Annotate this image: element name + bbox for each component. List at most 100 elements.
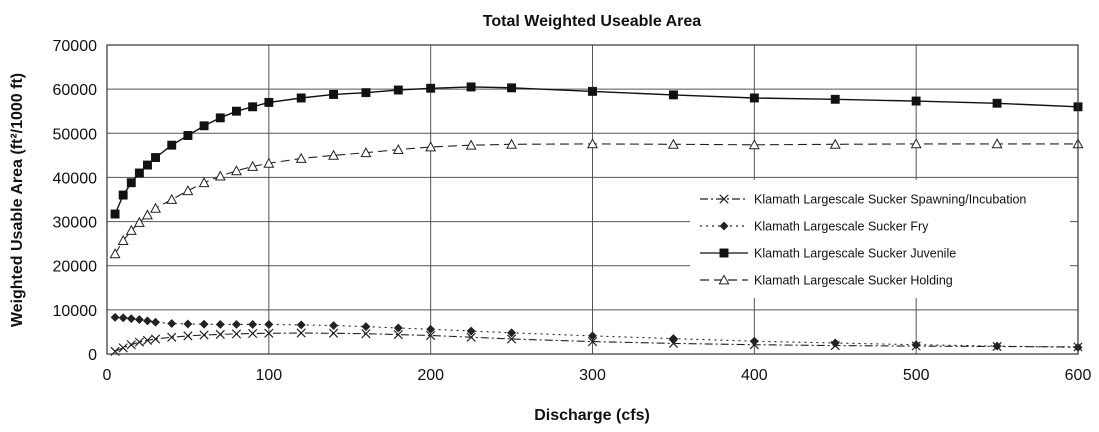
- data-point: [183, 131, 193, 140]
- data-point: [361, 88, 371, 98]
- series-triangle: [109, 138, 1084, 259]
- data-point: [263, 157, 275, 168]
- data-point: [425, 141, 437, 152]
- y-tick-label: 20000: [53, 259, 98, 276]
- legend-box: [690, 180, 1070, 298]
- data-point: [167, 140, 177, 150]
- data-point: [231, 165, 242, 176]
- data-point: [361, 329, 371, 339]
- y-axis-title: Weighted Usable Area (ft²/1000 ft): [9, 73, 26, 327]
- x-tick-label: 500: [903, 367, 930, 384]
- data-point: [248, 102, 258, 112]
- data-point: [910, 138, 922, 149]
- x-tick-label: 300: [579, 367, 606, 384]
- data-point: [465, 139, 477, 150]
- data-point: [911, 340, 921, 350]
- data-point: [150, 317, 161, 327]
- y-tick-label: 60000: [53, 82, 98, 99]
- data-point: [749, 93, 759, 103]
- y-tick-label: 40000: [53, 170, 98, 187]
- data-point: [992, 98, 1002, 108]
- data-point: [668, 90, 678, 100]
- legend-item: Klamath Largescale Sucker Fry: [700, 220, 929, 234]
- data-point: [215, 113, 225, 123]
- data-point: [151, 153, 161, 163]
- data-point: [295, 152, 307, 163]
- data-point: [426, 324, 436, 334]
- data-point: [150, 202, 162, 213]
- data-point: [392, 143, 404, 155]
- data-point: [587, 138, 598, 149]
- x-tick-label: 400: [741, 367, 768, 384]
- data-point: [248, 319, 258, 329]
- data-point: [232, 106, 241, 116]
- data-point: [466, 332, 476, 342]
- series-square: [110, 82, 1083, 219]
- legend-item: Klamath Largescale Sucker Holding: [700, 274, 953, 288]
- data-point: [118, 313, 128, 323]
- data-point: [183, 331, 193, 341]
- data-point: [329, 320, 339, 331]
- data-point: [296, 320, 306, 330]
- series-layer: [109, 82, 1084, 356]
- data-point: [134, 168, 144, 178]
- data-point: [125, 224, 137, 235]
- data-point: [507, 328, 517, 338]
- data-point: [183, 319, 193, 329]
- data-point: [118, 343, 128, 353]
- legend: Klamath Largescale Sucker Spawning/Incub…: [690, 180, 1070, 298]
- data-point: [296, 328, 306, 338]
- data-point: [393, 323, 403, 333]
- data-point: [328, 149, 340, 160]
- data-point: [426, 83, 436, 93]
- data-point: [142, 335, 153, 345]
- data-point: [991, 138, 1003, 149]
- data-point: [466, 82, 476, 92]
- data-point: [182, 184, 194, 196]
- data-point: [134, 337, 144, 347]
- data-point: [133, 216, 145, 227]
- x-tick-label: 0: [103, 367, 112, 384]
- y-tick-label: 30000: [53, 215, 98, 232]
- data-point: [141, 209, 153, 220]
- data-point: [360, 147, 372, 158]
- data-point: [110, 312, 120, 322]
- data-point: [215, 319, 225, 329]
- data-point: [506, 334, 517, 344]
- x-axis-title: Discharge (cfs): [534, 407, 650, 424]
- data-point: [126, 314, 136, 324]
- data-point: [117, 234, 129, 245]
- data-point: [214, 170, 226, 181]
- data-point: [118, 190, 128, 200]
- data-point: [167, 318, 177, 329]
- data-point: [329, 89, 339, 99]
- legend-label: Klamath Largescale Sucker Juvenile: [754, 247, 956, 261]
- data-point: [587, 337, 598, 347]
- legend-marker: [719, 248, 729, 258]
- data-point: [166, 193, 178, 204]
- data-point: [134, 315, 144, 325]
- data-point: [150, 334, 161, 344]
- data-point: [126, 340, 136, 350]
- data-point: [198, 177, 210, 188]
- chart-title: Total Weighted Useable Area: [483, 13, 702, 30]
- data-point: [361, 322, 371, 332]
- data-point: [668, 333, 678, 344]
- data-point: [296, 93, 306, 103]
- data-point: [167, 332, 177, 342]
- data-point: [667, 138, 679, 149]
- data-point: [668, 338, 679, 349]
- tick-labels: 0 10000 20000 30000 40000 50000 60000 70000 0 100…: [53, 38, 1092, 384]
- data-point: [507, 83, 517, 93]
- legend-marker: [719, 194, 729, 204]
- legend-item: Klamath Largescale Sucker Juvenile: [700, 247, 956, 261]
- data-point: [215, 329, 225, 339]
- data-point: [911, 96, 921, 106]
- series-x: [110, 328, 1083, 356]
- data-point: [830, 338, 840, 348]
- data-point: [143, 160, 152, 170]
- data-point: [199, 319, 209, 329]
- legend-item: Klamath Largescale Sucker Spawning/Incub…: [700, 193, 1026, 207]
- data-point: [328, 328, 339, 338]
- data-point: [992, 341, 1002, 351]
